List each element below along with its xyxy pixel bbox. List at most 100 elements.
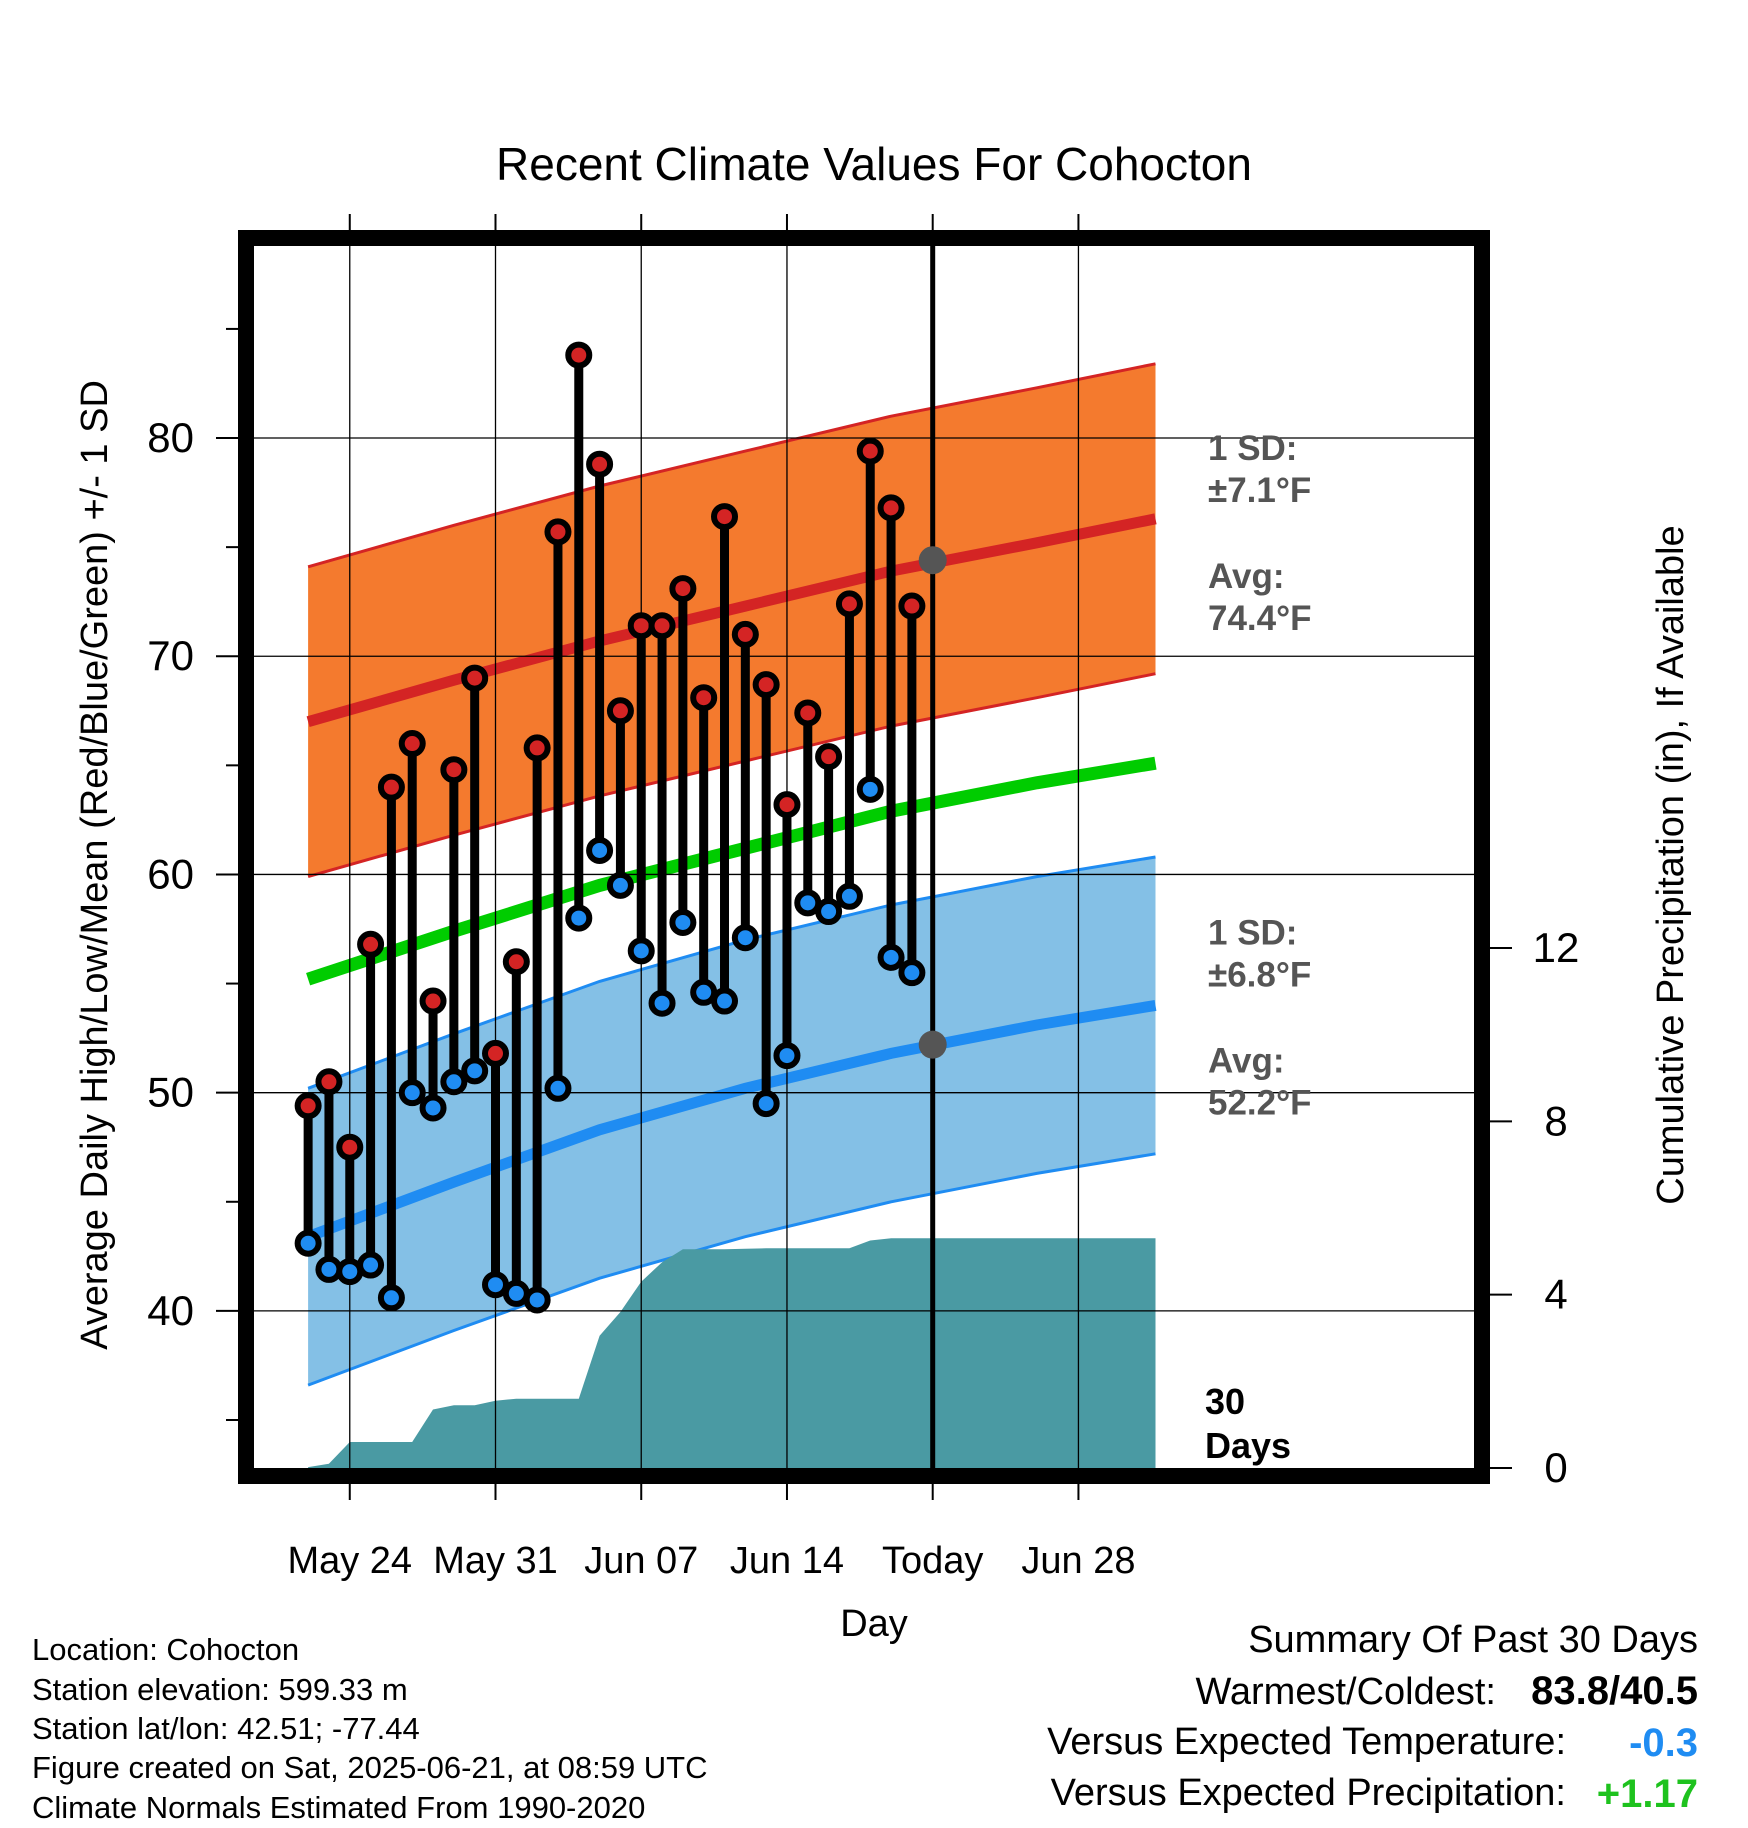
daily-high-point bbox=[586, 450, 614, 478]
daily-high-point bbox=[523, 734, 551, 762]
window-label-unit: Days bbox=[1205, 1425, 1291, 1466]
daily-high-point bbox=[336, 1133, 364, 1161]
y2-tick-label: 0 bbox=[1544, 1444, 1567, 1491]
precip-area bbox=[308, 1238, 1156, 1468]
daily-low-point bbox=[440, 1068, 468, 1096]
info-created: Figure created on Sat, 2025-06-21, at 08… bbox=[32, 1750, 708, 1785]
daily-high-point bbox=[315, 1068, 343, 1096]
y2-tick-label: 4 bbox=[1544, 1271, 1567, 1318]
daily-high-point bbox=[898, 592, 926, 620]
plot-frame bbox=[238, 230, 1490, 1484]
daily-high-point bbox=[752, 671, 780, 699]
daily-high-point bbox=[877, 494, 905, 522]
summary-warmest-value: 83.8/40.5 bbox=[1531, 1669, 1698, 1713]
daily-low-point bbox=[815, 898, 843, 926]
daily-high-point bbox=[773, 791, 801, 819]
summary-title: Summary Of Past 30 Days bbox=[1248, 1619, 1698, 1661]
daily-high-point bbox=[690, 684, 718, 712]
daily-low-point bbox=[877, 943, 905, 971]
daily-low-point bbox=[648, 989, 676, 1017]
daily-high-point bbox=[398, 730, 426, 758]
summary-precip-value: +1.17 bbox=[1597, 1772, 1698, 1816]
daily-low-point bbox=[357, 1251, 385, 1279]
info-normals: Climate Normals Estimated From 1990-2020 bbox=[32, 1790, 645, 1825]
y2-tick-label: 8 bbox=[1544, 1097, 1567, 1144]
high-band-upper-edge bbox=[307, 362, 1156, 569]
daily-low-point bbox=[669, 908, 697, 936]
low-band-lower-edge bbox=[307, 1152, 1156, 1387]
daily-low-point bbox=[419, 1094, 447, 1122]
high-normal-avg-title: Avg: bbox=[1208, 557, 1284, 596]
y-tick-label: 80 bbox=[147, 414, 194, 461]
daily-low-point bbox=[711, 987, 739, 1015]
axes: May 24 May 31 Jun 07 Jun 14 Today Jun 2840506… bbox=[147, 214, 1579, 1582]
high-normal-avg-value: 74.4°F bbox=[1208, 599, 1312, 638]
daily-low-point bbox=[731, 924, 759, 952]
daily-high-point bbox=[669, 575, 697, 603]
high-normal-sd-title: 1 SD: bbox=[1208, 429, 1297, 468]
summary-precip-label: Versus Expected Precipitation: bbox=[1051, 1772, 1566, 1814]
low-normal-avg-title: Avg: bbox=[1208, 1042, 1284, 1081]
summary-warmest-label: Warmest/Coldest: bbox=[1195, 1671, 1496, 1713]
daily-low-point bbox=[377, 1284, 405, 1312]
daily-high-point bbox=[565, 341, 593, 369]
summary-panel: Summary Of Past 30 Days Warmest/Coldest:… bbox=[1047, 1619, 1698, 1816]
daily-high-point bbox=[461, 664, 489, 692]
low-normal-sd-title: 1 SD: bbox=[1208, 914, 1297, 953]
y2-tick-label: 12 bbox=[1533, 924, 1580, 971]
y-tick-label: 70 bbox=[147, 632, 194, 679]
daily-low-point bbox=[565, 904, 593, 932]
daily-high-point bbox=[544, 518, 572, 546]
y-tick-label: 40 bbox=[147, 1287, 194, 1334]
daily-low-point bbox=[544, 1074, 572, 1102]
daily-high-point bbox=[419, 987, 447, 1015]
daily-low-point bbox=[294, 1229, 322, 1257]
info-location: Location: Cohocton bbox=[32, 1632, 299, 1667]
x-tick-label: May 24 bbox=[287, 1540, 412, 1582]
daily-low-point bbox=[315, 1255, 343, 1283]
normal-low-line bbox=[306, 999, 1157, 1242]
daily-low-point bbox=[690, 978, 718, 1006]
x-tick-label: Jun 14 bbox=[730, 1540, 844, 1582]
info-elevation: Station elevation: 599.33 m bbox=[32, 1672, 408, 1707]
daily-low-point bbox=[898, 959, 926, 987]
daily-high-point bbox=[502, 948, 530, 976]
daily-high-point bbox=[440, 756, 468, 784]
daily-low-point bbox=[856, 775, 884, 803]
daily-high-point bbox=[794, 699, 822, 727]
y-tick-label: 60 bbox=[147, 850, 194, 897]
today-low-normal-marker bbox=[918, 1030, 947, 1059]
daily-low-point bbox=[461, 1057, 489, 1085]
today-high-normal-marker bbox=[918, 546, 947, 575]
y-axis-label: Average Daily High/Low/Mean (Red/Blue/Gr… bbox=[74, 380, 116, 1350]
high-sd-band bbox=[308, 363, 1156, 877]
daily-high-point bbox=[711, 503, 739, 531]
low-normal-avg-value: 52.2°F bbox=[1208, 1084, 1312, 1123]
x-tick-label: Jun 28 bbox=[1021, 1540, 1135, 1582]
y2-axis-label: Cumulative Precipitation (in), If Availa… bbox=[1650, 525, 1692, 1204]
normal-high-line bbox=[306, 513, 1157, 727]
daily-low-point bbox=[398, 1079, 426, 1107]
daily-high-point bbox=[731, 620, 759, 648]
window-label-count: 30 bbox=[1205, 1381, 1245, 1422]
station-info: Location: Cohocton Station elevation: 59… bbox=[32, 1632, 708, 1825]
summary-temp-label: Versus Expected Temperature: bbox=[1047, 1721, 1566, 1763]
daily-low-point bbox=[586, 836, 614, 864]
daily-high-point bbox=[377, 773, 405, 801]
daily-high-point bbox=[835, 590, 863, 618]
daily-low-point bbox=[794, 889, 822, 917]
low-normal-sd-value: ±6.8°F bbox=[1208, 956, 1311, 995]
daily-low-point bbox=[835, 882, 863, 910]
x-axis-label: Day bbox=[840, 1603, 908, 1645]
info-latlon: Station lat/lon: 42.51; -77.44 bbox=[32, 1711, 420, 1746]
daily-high-point bbox=[815, 743, 843, 771]
daily-low-point bbox=[627, 937, 655, 965]
daily-high-point bbox=[606, 697, 634, 725]
y-tick-label: 50 bbox=[147, 1069, 194, 1116]
x-tick-label: Today bbox=[882, 1540, 983, 1582]
high-normal-sd-value: ±7.1°F bbox=[1208, 471, 1311, 510]
daily-high-point bbox=[856, 437, 884, 465]
chart-title: Recent Climate Values For Cohocton bbox=[496, 138, 1252, 190]
daily-high-point bbox=[648, 612, 676, 640]
